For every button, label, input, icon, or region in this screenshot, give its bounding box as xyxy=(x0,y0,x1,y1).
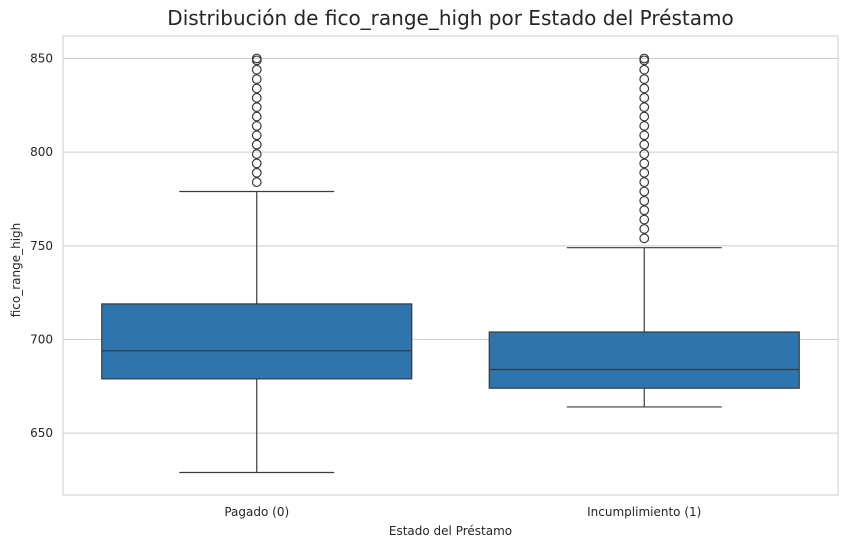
outlier-point-series-1-20 xyxy=(639,53,650,64)
outlier-point-series-1-5 xyxy=(639,186,650,197)
outlier-point-series-0-5 xyxy=(251,130,262,141)
outlier-point-series-0-6 xyxy=(251,121,262,131)
outlier-point-series-1-12 xyxy=(639,121,650,131)
outlier-point-series-0-2 xyxy=(251,158,262,169)
outlier-point-series-0-7 xyxy=(251,111,262,122)
outlier-point-series-1-10 xyxy=(639,139,650,150)
outlier-point-series-0-1 xyxy=(251,167,262,178)
y-tick-label-850: 850 xyxy=(30,51,53,65)
outlier-point-series-0-3 xyxy=(251,149,262,159)
outlier-point-series-0-11 xyxy=(251,74,262,84)
outlier-point-series-1-16 xyxy=(639,83,650,94)
outlier-point-series-0-14 xyxy=(251,53,262,64)
outlier-point-series-1-4 xyxy=(639,195,650,206)
outlier-point-series-1-7 xyxy=(639,167,650,178)
outlier-point-series-1-1 xyxy=(639,224,650,234)
x-axis-label: Estado del Préstamo xyxy=(388,524,513,538)
outlier-point-series-0-9 xyxy=(251,92,262,103)
outlier-point-series-1-13 xyxy=(639,111,650,122)
y-tick-label-750: 750 xyxy=(30,239,53,253)
outlier-point-series-1-17 xyxy=(639,74,650,84)
box-series-1 xyxy=(488,331,800,389)
outlier-point-series-0-10 xyxy=(251,83,262,94)
outlier-point-series-0-4 xyxy=(251,139,262,150)
box-series-0 xyxy=(101,303,413,380)
outlier-point-series-1-8 xyxy=(639,158,650,169)
outlier-point-series-1-14 xyxy=(639,102,650,113)
outlier-point-series-0-12 xyxy=(251,64,262,75)
outlier-point-series-1-3 xyxy=(639,205,650,216)
outlier-point-series-1-2 xyxy=(639,214,650,225)
outlier-point-series-1-0 xyxy=(639,233,650,244)
outlier-point-series-1-9 xyxy=(639,149,650,159)
outlier-point-series-0-8 xyxy=(251,102,262,113)
outlier-point-series-1-15 xyxy=(639,92,650,103)
outlier-point-series-1-11 xyxy=(639,130,650,141)
outlier-point-series-0-0 xyxy=(251,177,262,188)
chart-title: Distribución de fico_range_high por Esta… xyxy=(167,6,734,30)
y-tick-label-800: 800 xyxy=(30,145,53,159)
x-tick-label-0: Pagado (0) xyxy=(224,505,289,519)
y-tick-label-650: 650 xyxy=(30,426,53,440)
x-tick-label-1: Incumplimiento (1) xyxy=(587,505,701,519)
plot-area xyxy=(62,35,839,496)
outlier-point-series-1-6 xyxy=(639,177,650,188)
outlier-point-series-1-18 xyxy=(639,64,650,75)
y-tick-label-700: 700 xyxy=(30,333,53,347)
